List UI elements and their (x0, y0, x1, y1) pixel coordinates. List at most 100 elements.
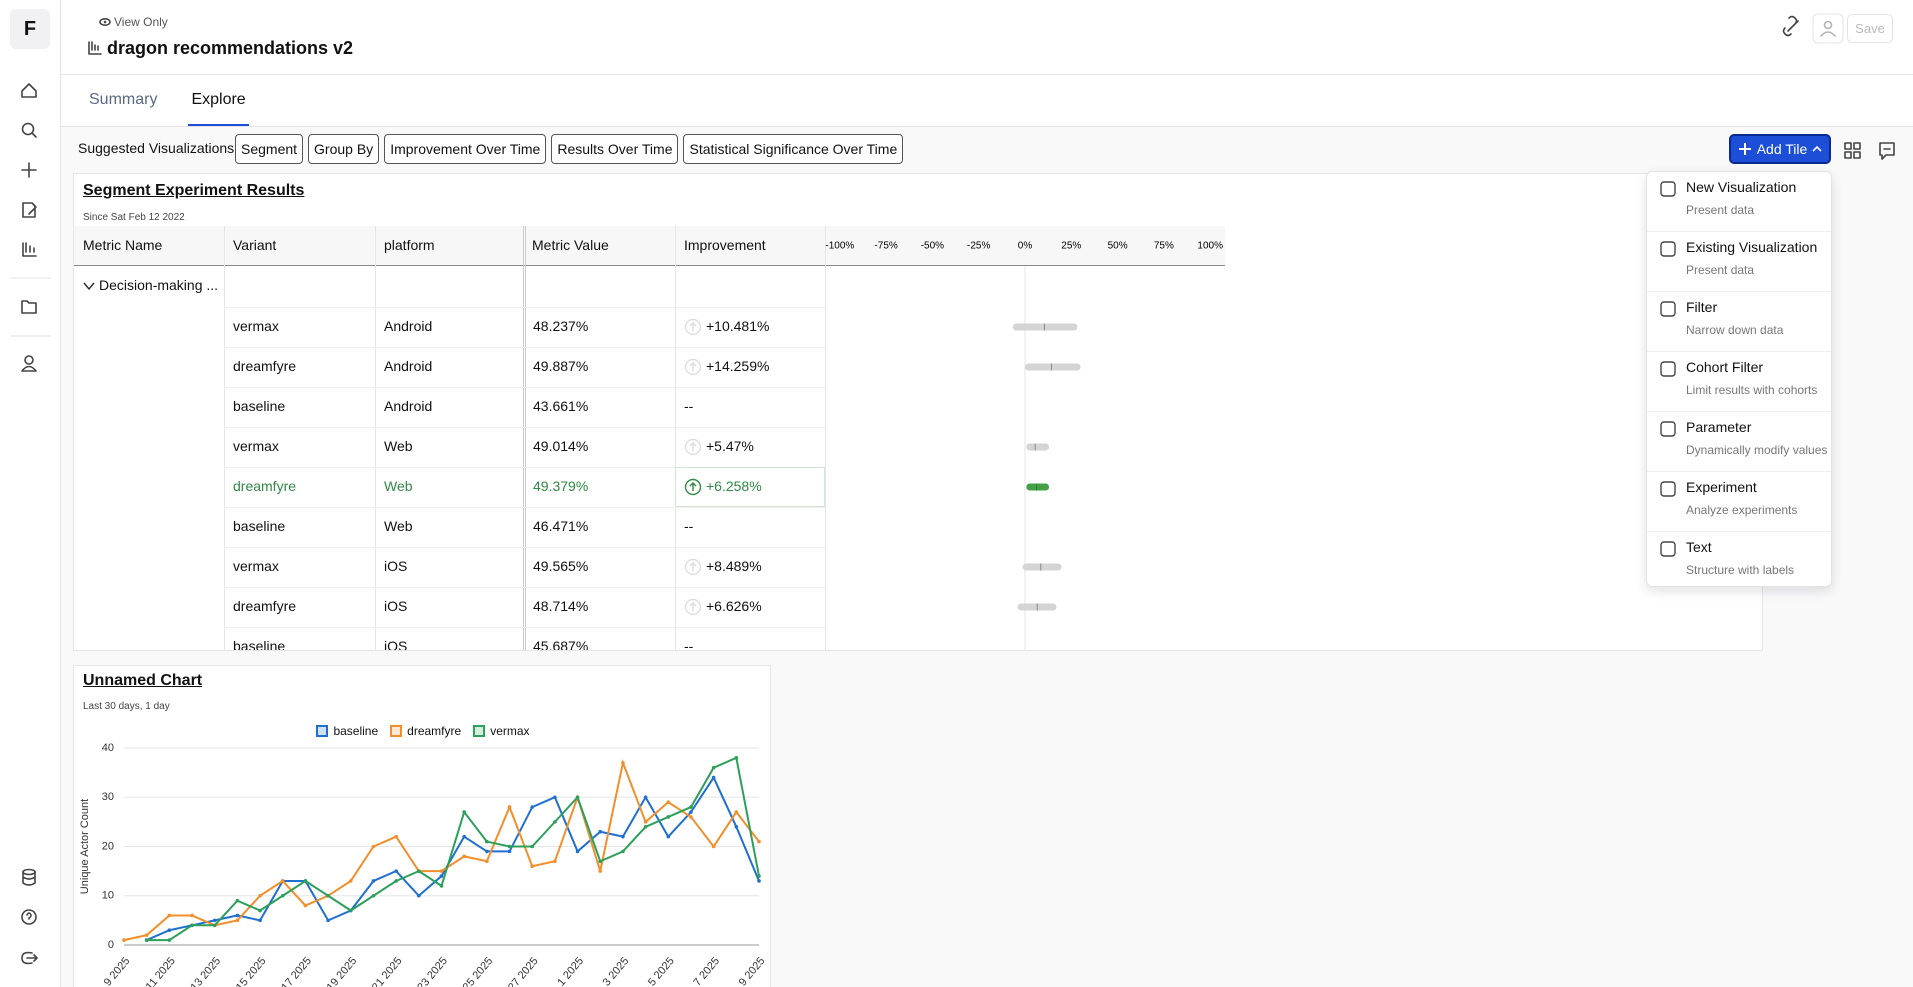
variant-cell: baseline (233, 637, 285, 651)
add-tile-label: Add Tile (1757, 136, 1808, 162)
series-point (712, 766, 716, 770)
icon-arrow (690, 443, 696, 451)
suggestion-chip[interactable]: Statistical Significance Over Time (683, 134, 903, 164)
edit-icon[interactable] (23, 203, 36, 217)
series-point (440, 874, 444, 878)
segment-results-panel: Segment Experiment ResultsSince Sat Feb … (73, 173, 1763, 651)
series-point (666, 800, 670, 804)
ci-bar (1026, 444, 1049, 451)
experiment-icon[interactable] (23, 243, 36, 256)
series-point (598, 830, 602, 834)
logout-icon[interactable] (22, 953, 37, 964)
menu-item-icon (1659, 360, 1677, 378)
tab[interactable]: Summary (89, 88, 157, 126)
menu-item[interactable]: New VisualizationPresent data (1647, 172, 1831, 232)
metric-value-cell: 49.565% (533, 557, 588, 577)
platform-cell: iOS (384, 637, 407, 651)
icon-frame (1661, 542, 1675, 556)
menu-item[interactable]: FilterNarrow down data (1647, 292, 1831, 352)
series-point (168, 914, 172, 918)
improvement-cell: +5.47% (706, 437, 754, 457)
suggestion-chip[interactable]: Segment (235, 134, 303, 164)
add-icon[interactable] (22, 163, 36, 177)
link-icon[interactable] (1784, 17, 1799, 36)
series-point (644, 795, 648, 799)
suggestion-chip[interactable]: Results Over Time (551, 134, 678, 164)
x-tick-label: 5 2025 (646, 955, 677, 987)
series-point (145, 933, 149, 937)
series-point (666, 835, 670, 839)
series-point (530, 805, 534, 809)
variant-cell: baseline (233, 517, 285, 537)
row-divider (224, 627, 825, 628)
menu-item[interactable]: Existing VisualizationPresent data (1647, 232, 1831, 292)
icon-frame (1661, 182, 1675, 196)
series-point (644, 825, 648, 829)
row-divider (224, 587, 825, 588)
icon-arrow (690, 363, 696, 371)
menu-item[interactable]: ExperimentAnalyze experiments (1647, 472, 1831, 532)
suggestion-chip[interactable]: Group By (308, 134, 379, 164)
menu-item[interactable]: TextStructure with labels (1647, 532, 1831, 592)
x-tick-label: 11 2025 (144, 955, 178, 987)
row-divider (224, 427, 825, 428)
help-icon[interactable] (22, 910, 36, 924)
series-point (394, 879, 398, 883)
series-point (236, 899, 240, 903)
x-tick-label: 25 2025 (461, 955, 496, 987)
series-point (462, 835, 466, 839)
series-point (485, 859, 489, 863)
save-button[interactable]: Save (1847, 14, 1893, 43)
tab[interactable]: Explore (188, 88, 248, 126)
metric-value-cell: 45.687% (533, 637, 588, 651)
series-point (326, 919, 330, 923)
header-icons (0, 0, 1913, 126)
series-point (553, 795, 557, 799)
significance-icon (684, 358, 702, 376)
series-point (372, 879, 376, 883)
suggestion-chip[interactable]: Improvement Over Time (384, 134, 546, 164)
x-tick-label: 9 2025 (737, 955, 768, 987)
chip-row: SegmentGroup ByImprovement Over TimeResu… (235, 134, 903, 164)
significance-icon (684, 598, 702, 616)
folder-icon[interactable] (22, 301, 36, 313)
menu-item-description: Narrow down data (1686, 322, 1783, 339)
series-point (508, 850, 512, 854)
ci-bar (1013, 324, 1078, 331)
series-point (349, 879, 353, 883)
x-tick-label: 7 2025 (691, 955, 722, 987)
add-tile-button[interactable]: Add Tile (1729, 134, 1831, 164)
improvement-cell: +6.626% (706, 597, 762, 617)
axis-tick-label: 75% (1154, 241, 1174, 252)
series-point (735, 825, 739, 829)
improvement-cell: +10.481% (706, 317, 769, 337)
menu-item[interactable]: Cohort FilterLimit results with cohorts (1647, 352, 1831, 412)
axis-tick-label: 100% (1197, 241, 1223, 252)
x-tick-label: 23 2025 (415, 955, 450, 987)
user-icon[interactable] (22, 356, 36, 371)
menu-item-icon (1659, 540, 1677, 558)
series-point (145, 938, 149, 942)
platform-cell: Android (384, 317, 432, 337)
row-divider (224, 387, 825, 388)
comment-icon[interactable] (1880, 143, 1894, 159)
series-point (485, 840, 489, 844)
layout-icon[interactable] (1845, 143, 1860, 158)
series-point (440, 869, 444, 873)
series-point (598, 859, 602, 863)
icon-arrow (690, 323, 696, 331)
series-point (236, 919, 240, 923)
caret-icon (1812, 144, 1822, 154)
menu-item[interactable]: ParameterDynamically modify values (1647, 412, 1831, 472)
database-icon[interactable] (23, 870, 35, 886)
series-point (508, 845, 512, 849)
series-point (462, 855, 466, 859)
icon-frame (1661, 362, 1675, 376)
platform-cell: Web (384, 477, 413, 497)
series-point (712, 845, 716, 849)
chevron (84, 283, 94, 289)
series-point (530, 845, 534, 849)
icon-arrow (690, 603, 696, 611)
ci-bar (1026, 484, 1049, 491)
series-point (757, 840, 761, 844)
